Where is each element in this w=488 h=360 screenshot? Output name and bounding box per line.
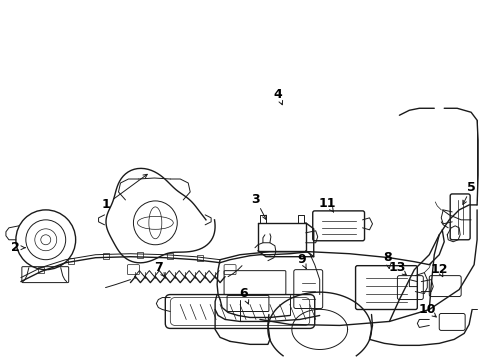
Text: 11: 11: [318, 197, 336, 210]
Bar: [137, 252, 143, 258]
Bar: [167, 253, 173, 259]
Text: 5: 5: [466, 181, 474, 194]
Bar: [197, 255, 203, 261]
Text: 6: 6: [239, 287, 248, 300]
Text: 8: 8: [383, 251, 391, 264]
Text: 4: 4: [273, 88, 282, 101]
Text: 1: 1: [101, 198, 110, 211]
Text: 7: 7: [154, 261, 163, 274]
Text: 13: 13: [388, 261, 405, 274]
Text: 2: 2: [11, 241, 19, 254]
Text: 12: 12: [429, 263, 447, 276]
Text: 10: 10: [418, 303, 435, 316]
Bar: [102, 253, 108, 259]
Text: 3: 3: [251, 193, 260, 206]
Bar: [67, 258, 74, 264]
Text: 9: 9: [297, 253, 305, 266]
Bar: [38, 267, 44, 273]
